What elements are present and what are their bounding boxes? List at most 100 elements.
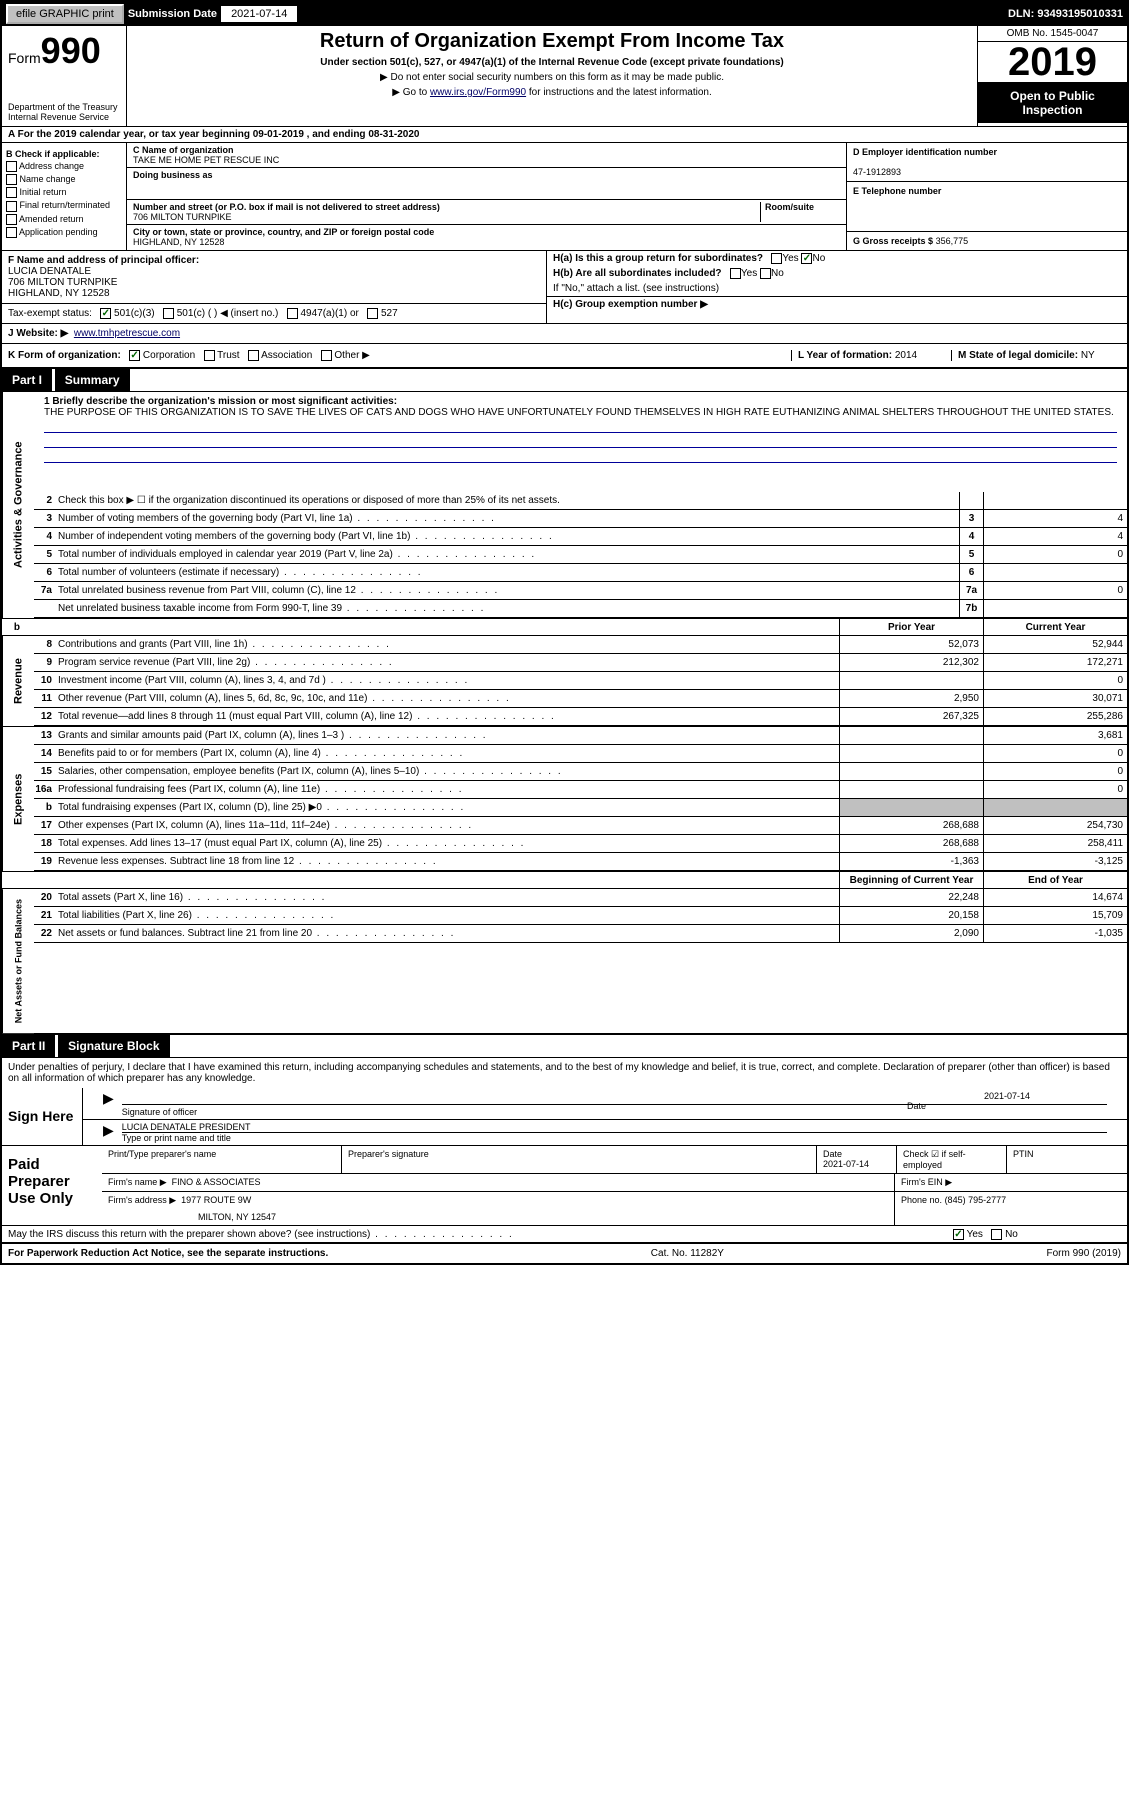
current-year-header: Current Year	[983, 619, 1127, 635]
phone-label: E Telephone number	[853, 186, 941, 196]
table-row: 8Contributions and grants (Part VIII, li…	[34, 636, 1127, 654]
discuss-yes[interactable]	[953, 1229, 964, 1240]
tax-status-label: Tax-exempt status:	[8, 308, 92, 319]
table-row: 3Number of voting members of the governi…	[34, 510, 1127, 528]
table-row: 5Total number of individuals employed in…	[34, 546, 1127, 564]
hb-no[interactable]	[760, 268, 771, 279]
domicile-state: NY	[1081, 350, 1095, 361]
table-row: 11Other revenue (Part VIII, column (A), …	[34, 690, 1127, 708]
side-expenses: Expenses	[2, 727, 34, 871]
form-ref: Form 990 (2019)	[1047, 1248, 1121, 1259]
side-governance: Activities & Governance	[2, 392, 34, 618]
dept-treasury: Department of the Treasury	[8, 102, 120, 112]
room-label: Room/suite	[765, 202, 814, 212]
discuss-no[interactable]	[991, 1229, 1002, 1240]
gross-label: G Gross receipts $	[853, 236, 933, 246]
firm-name: FINO & ASSOCIATES	[172, 1177, 261, 1187]
check-name[interactable]: Name change	[6, 174, 122, 185]
box-b-title: B Check if applicable:	[6, 149, 122, 159]
side-revenue: Revenue	[2, 636, 34, 726]
website-link[interactable]: www.tmhpetrescue.com	[74, 328, 180, 339]
check-4947[interactable]	[287, 308, 298, 319]
addr-label: Number and street (or P.O. box if mail i…	[133, 202, 440, 212]
org-name: TAKE ME HOME PET RESCUE INC	[133, 155, 279, 165]
check-final[interactable]: Final return/terminated	[6, 200, 122, 211]
table-row: Net unrelated business taxable income fr…	[34, 600, 1127, 618]
dln-value: DLN: 93493195010331	[1008, 8, 1123, 20]
inspection-badge: Open to PublicInspection	[978, 83, 1127, 123]
mission-text: THE PURPOSE OF THIS ORGANIZATION IS TO S…	[44, 407, 1117, 418]
table-row: 16aProfessional fundraising fees (Part I…	[34, 781, 1127, 799]
submission-date: 2021-07-14	[221, 6, 297, 22]
expenses-section: Expenses 13Grants and similar amounts pa…	[2, 726, 1127, 871]
efile-button[interactable]: efile GRAPHIC print	[6, 4, 124, 24]
form-subtitle: Under section 501(c), 527, or 4947(a)(1)…	[131, 57, 973, 68]
sign-here-label: Sign Here	[2, 1088, 82, 1145]
officer-name: LUCIA DENATALE	[8, 266, 540, 277]
check-initial[interactable]: Initial return	[6, 187, 122, 198]
begin-year-header: Beginning of Current Year	[839, 872, 983, 888]
check-pending[interactable]: Application pending	[6, 227, 122, 238]
ha-no[interactable]	[801, 253, 812, 264]
table-row: 7aTotal unrelated business revenue from …	[34, 582, 1127, 600]
officer-addr2: HIGHLAND, NY 12528	[8, 288, 540, 299]
irs-link[interactable]: www.irs.gov/Form990	[430, 87, 526, 98]
table-row: 21Total liabilities (Part X, line 26)20,…	[34, 907, 1127, 925]
table-row: 15Salaries, other compensation, employee…	[34, 763, 1127, 781]
table-row: 12Total revenue—add lines 8 through 11 (…	[34, 708, 1127, 726]
table-row: 20Total assets (Part X, line 16)22,24814…	[34, 889, 1127, 907]
ssn-note: ▶ Do not enter social security numbers o…	[131, 72, 973, 83]
net-assets-section: Net Assets or Fund Balances 20Total asse…	[2, 889, 1127, 1033]
check-trust[interactable]	[204, 350, 215, 361]
check-other[interactable]	[321, 350, 332, 361]
prior-year-header: Prior Year	[839, 619, 983, 635]
table-row: 19Revenue less expenses. Subtract line 1…	[34, 853, 1127, 871]
irs-label: Internal Revenue Service	[8, 112, 120, 122]
form-990-document: efile GRAPHIC print Submission Date 2021…	[0, 0, 1129, 1265]
table-row: 6Total number of volunteers (estimate if…	[34, 564, 1127, 582]
revenue-section: Revenue 8Contributions and grants (Part …	[2, 636, 1127, 726]
check-address[interactable]: Address change	[6, 161, 122, 172]
check-527[interactable]	[367, 308, 378, 319]
table-row: 14Benefits paid to or for members (Part …	[34, 745, 1127, 763]
footer: For Paperwork Reduction Act Notice, see …	[2, 1244, 1127, 1263]
info-row: B Check if applicable: Address change Na…	[2, 143, 1127, 251]
goto-note: ▶ Go to www.irs.gov/Form990 for instruct…	[131, 87, 973, 98]
org-form-row: K Form of organization: Corporation Trus…	[2, 344, 1127, 369]
firm-addr1: 1977 ROUTE 9W	[181, 1195, 251, 1205]
officer-name-title: LUCIA DENATALE PRESIDENT	[122, 1122, 1107, 1133]
name-label: C Name of organization	[133, 145, 234, 155]
check-501c3[interactable]	[100, 308, 111, 319]
part1-header: Part I Summary	[2, 369, 1127, 392]
city-label: City or town, state or province, country…	[133, 227, 434, 237]
sig-date: 2021-07-14	[907, 1091, 1107, 1101]
discuss-q: May the IRS discuss this return with the…	[2, 1227, 947, 1242]
officer-group-row: F Name and address of principal officer:…	[2, 251, 1127, 324]
sig-officer-label: Signature of officer	[122, 1104, 907, 1117]
table-row: bTotal fundraising expenses (Part IX, co…	[34, 799, 1127, 817]
hc-label: H(c) Group exemption number ▶	[553, 299, 708, 310]
preparer-name-label: Print/Type preparer's name	[102, 1146, 342, 1173]
check-corp[interactable]	[129, 350, 140, 361]
hb-note: If "No," attach a list. (see instruction…	[547, 281, 1127, 296]
ein-value: 47-1912893	[853, 167, 901, 177]
preparer-row: Paid Preparer Use Only Print/Type prepar…	[2, 1145, 1127, 1226]
part2-header: Part II Signature Block	[2, 1033, 1127, 1058]
paperwork-notice: For Paperwork Reduction Act Notice, see …	[8, 1248, 328, 1259]
ein-label: D Employer identification number	[853, 147, 997, 157]
end-year-header: End of Year	[983, 872, 1127, 888]
check-501c[interactable]	[163, 308, 174, 319]
gross-receipts: 356,775	[936, 236, 969, 246]
officer-addr1: 706 MILTON TURNPIKE	[8, 277, 540, 288]
table-row: 17Other expenses (Part IX, column (A), l…	[34, 817, 1127, 835]
preparer-label: Paid Preparer Use Only	[2, 1146, 102, 1225]
hb-yes[interactable]	[730, 268, 741, 279]
form-header: Form990 Department of the Treasury Inter…	[2, 26, 1127, 127]
ha-yes[interactable]	[771, 253, 782, 264]
governance-section: Activities & Governance 1 Briefly descri…	[2, 392, 1127, 618]
check-assoc[interactable]	[248, 350, 259, 361]
preparer-selfemployed[interactable]: Check ☑ if self-employed	[897, 1146, 1007, 1173]
firm-addr2: MILTON, NY 12547	[108, 1206, 888, 1222]
firm-phone: (845) 795-2777	[945, 1195, 1007, 1205]
check-amended[interactable]: Amended return	[6, 214, 122, 225]
